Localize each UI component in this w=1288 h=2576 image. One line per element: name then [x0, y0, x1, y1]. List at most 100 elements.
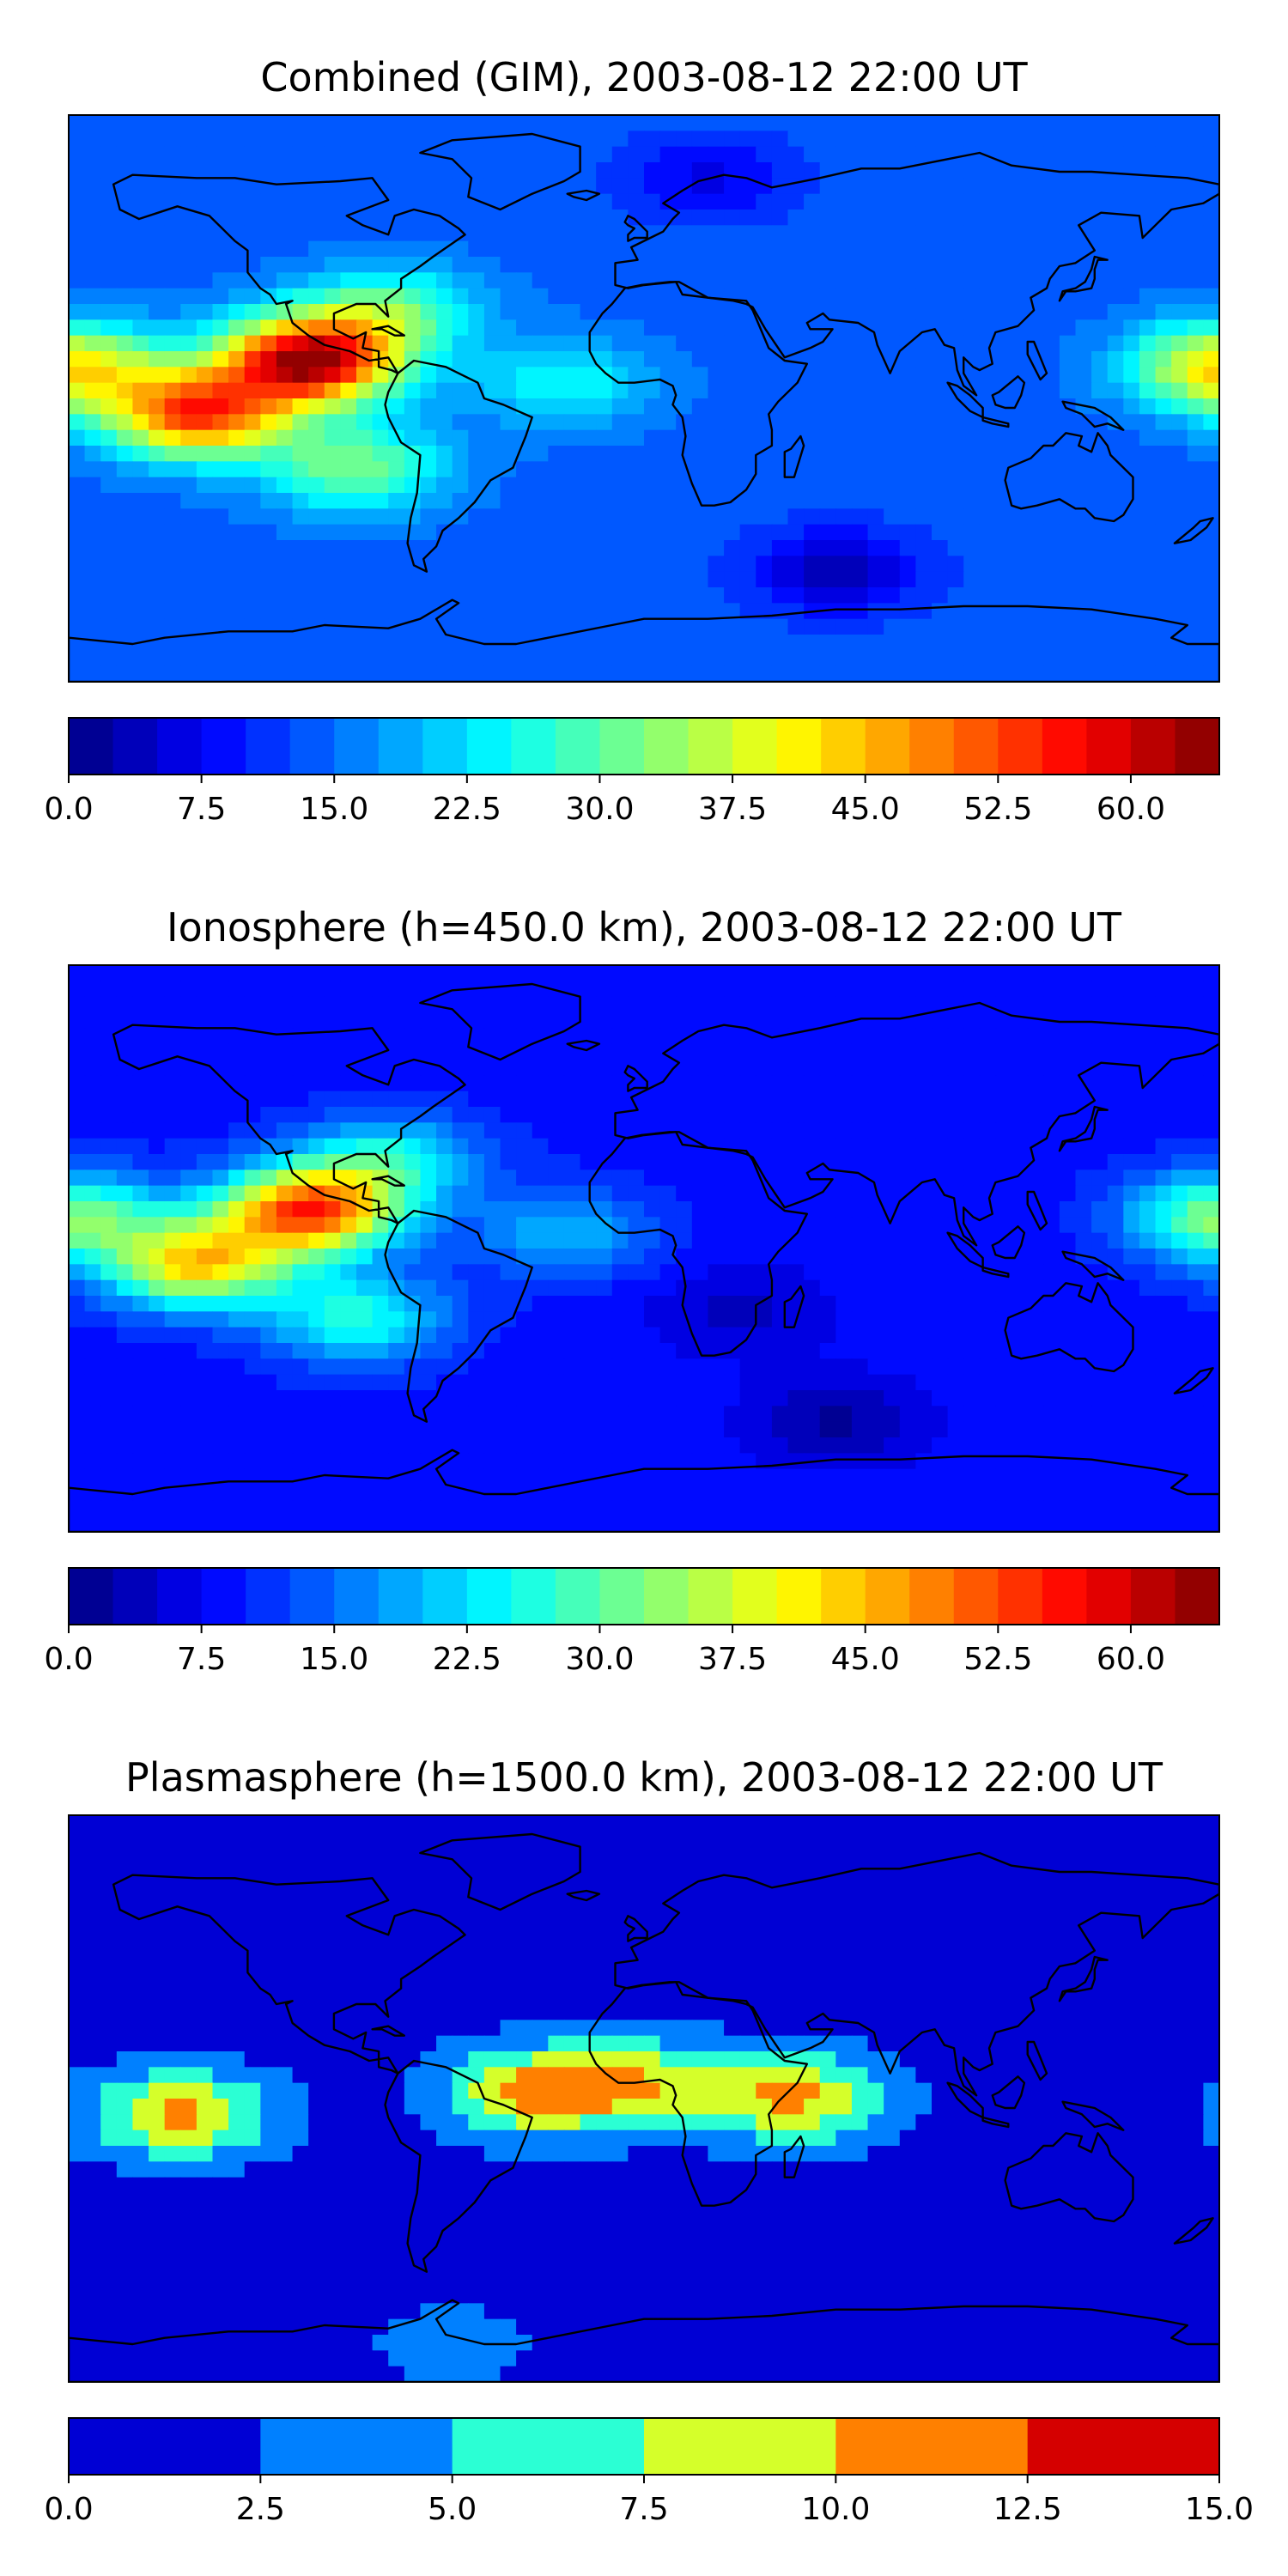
field-cell — [196, 1232, 214, 1249]
field-cell — [1171, 1170, 1188, 1187]
field-cell — [1059, 1154, 1077, 1170]
field-cell — [388, 1060, 405, 1076]
field-cell — [340, 1249, 357, 1265]
field-cell — [372, 1406, 389, 1423]
field-cell — [915, 635, 933, 651]
field-cell — [356, 1232, 374, 1249]
field-cell — [292, 1406, 309, 1423]
field-cell — [149, 240, 166, 258]
field-cell — [963, 981, 981, 998]
field-cell — [963, 477, 981, 494]
field-cell — [308, 1170, 325, 1187]
field-cell — [835, 1122, 853, 1139]
field-cell — [324, 1249, 341, 1265]
field-cell — [228, 319, 246, 337]
field-cell — [276, 1279, 294, 1297]
field-cell — [1091, 1185, 1109, 1202]
field-cell — [1171, 115, 1188, 131]
field-cell — [483, 603, 501, 620]
field-cell — [1139, 1343, 1157, 1359]
field-cell — [596, 1185, 613, 1202]
field-cell — [580, 1374, 597, 1391]
field-cell — [149, 650, 166, 667]
field-cell — [1027, 257, 1044, 273]
field-cell — [724, 524, 741, 541]
field-cell — [84, 193, 101, 210]
field-cell — [611, 162, 629, 179]
field-cell — [580, 665, 597, 682]
field-cell — [596, 1374, 613, 1391]
field-cell — [1027, 1358, 1044, 1376]
field-cell — [708, 996, 725, 1013]
field-cell — [771, 446, 789, 462]
field-cell — [228, 571, 246, 588]
field-cell — [196, 524, 214, 541]
field-cell — [132, 178, 149, 195]
field-cell — [851, 1028, 869, 1045]
field-cell — [308, 603, 325, 620]
field-cell — [1107, 1311, 1124, 1328]
field-cell — [1139, 1406, 1157, 1423]
field-cell — [308, 540, 325, 556]
field-cell — [611, 193, 629, 210]
field-cell — [1171, 1390, 1188, 1406]
field-cell — [628, 603, 645, 620]
field-cell — [356, 587, 374, 604]
field-cell — [899, 981, 916, 998]
field-cell — [899, 225, 916, 242]
field-cell — [691, 446, 709, 462]
field-cell — [771, 210, 789, 226]
field-cell — [548, 1122, 565, 1139]
field-cell — [1139, 540, 1157, 556]
field-cell — [228, 1264, 246, 1281]
field-cell — [628, 178, 645, 195]
field-cell — [420, 131, 437, 148]
field-cell — [995, 587, 1012, 604]
field-cell — [580, 1264, 597, 1281]
field-cell — [1107, 965, 1124, 981]
field-cell — [388, 319, 405, 337]
field-cell — [149, 635, 166, 651]
field-cell — [1123, 225, 1140, 242]
field-cell — [212, 240, 229, 258]
field-cell — [691, 571, 709, 588]
field-cell — [1027, 1249, 1044, 1265]
field-cell — [771, 1043, 789, 1060]
field-cell — [100, 1374, 118, 1391]
field-cell — [804, 635, 821, 651]
field-cell — [899, 493, 916, 509]
field-cell — [228, 288, 246, 305]
field-cell — [804, 1296, 821, 1312]
field-cell — [100, 650, 118, 667]
field-cell — [1203, 650, 1219, 667]
field-cell — [1107, 1343, 1124, 1359]
field-cell — [563, 996, 581, 1013]
field-cell — [260, 367, 277, 384]
field-cell — [468, 1170, 485, 1187]
field-cell — [1123, 981, 1140, 998]
field-cell — [915, 257, 933, 273]
field-cell — [659, 477, 677, 494]
field-cell — [947, 493, 964, 509]
field-cell — [212, 1421, 229, 1438]
field-cell — [244, 1437, 261, 1454]
field-cell — [979, 1060, 997, 1076]
field-cell — [548, 665, 565, 682]
field-cell — [659, 1107, 677, 1123]
field-cell — [420, 398, 437, 415]
field-cell — [244, 1217, 261, 1234]
field-cell — [1203, 1421, 1219, 1438]
field-cell — [787, 1249, 805, 1265]
field-cell — [756, 1327, 773, 1344]
field-cell — [596, 1107, 613, 1123]
field-cell — [483, 540, 501, 556]
field-cell — [100, 1249, 118, 1265]
field-cell — [644, 115, 661, 131]
field-cell — [563, 446, 581, 462]
field-cell — [1075, 1043, 1092, 1060]
field-cell — [468, 1185, 485, 1202]
field-cell — [691, 1406, 709, 1423]
field-cell — [100, 1075, 118, 1092]
field-cell — [1123, 1122, 1140, 1139]
coastline — [981, 416, 1010, 428]
